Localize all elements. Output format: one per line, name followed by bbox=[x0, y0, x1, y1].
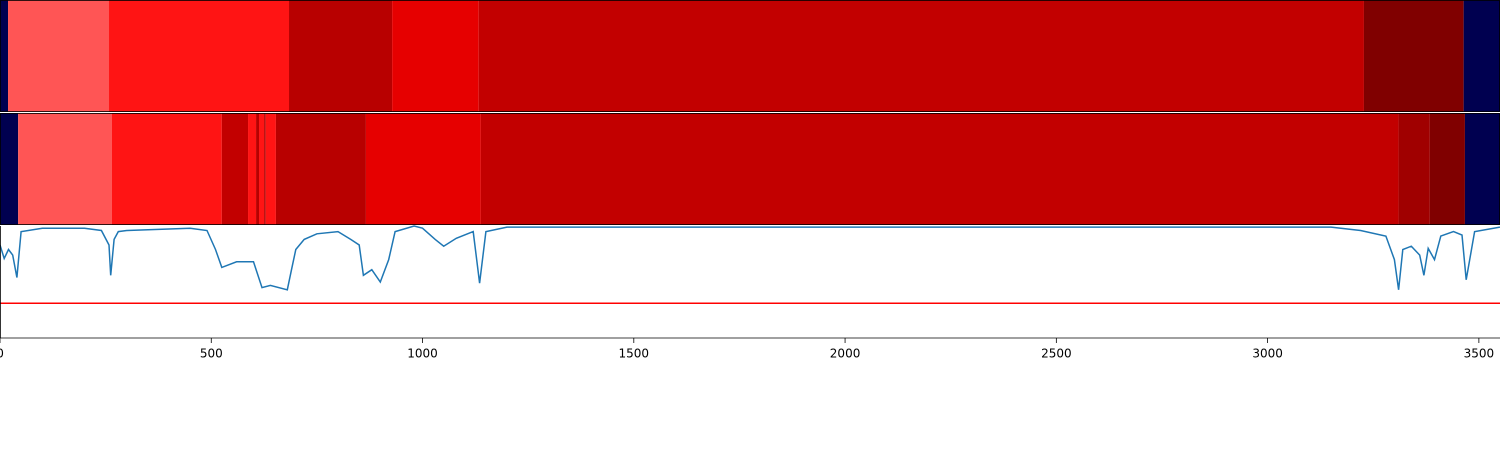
x-tick-label: 1500 bbox=[619, 347, 650, 361]
segment bbox=[480, 113, 1399, 225]
segment bbox=[289, 0, 393, 112]
segment bbox=[18, 113, 112, 225]
segment bbox=[109, 0, 290, 112]
segment bbox=[8, 0, 110, 112]
segment bbox=[0, 0, 9, 112]
segment bbox=[275, 113, 366, 225]
x-tick-label: 0 bbox=[0, 347, 4, 361]
x-tick-label: 1000 bbox=[407, 347, 438, 361]
segment bbox=[248, 113, 257, 225]
segment bbox=[478, 0, 1364, 112]
data-line bbox=[0, 225, 1500, 291]
segment bbox=[1464, 113, 1500, 225]
segment bbox=[1463, 0, 1500, 112]
segment bbox=[0, 113, 19, 225]
x-tick-label: 2500 bbox=[1041, 347, 1072, 361]
x-tick-label: 500 bbox=[200, 347, 223, 361]
segment bbox=[221, 113, 249, 225]
segment bbox=[1429, 113, 1465, 225]
x-tick-label: 3000 bbox=[1252, 347, 1283, 361]
x-tick-label: 2000 bbox=[830, 347, 861, 361]
segment bbox=[365, 113, 481, 225]
segment bbox=[256, 113, 260, 225]
segment bbox=[111, 113, 222, 225]
segment bbox=[259, 113, 265, 225]
segment bbox=[1398, 113, 1430, 225]
segment bbox=[265, 113, 276, 225]
x-tick-label: 3500 bbox=[1464, 347, 1495, 361]
segment bbox=[264, 113, 266, 225]
segment bbox=[1363, 0, 1464, 112]
segment bbox=[392, 0, 479, 112]
